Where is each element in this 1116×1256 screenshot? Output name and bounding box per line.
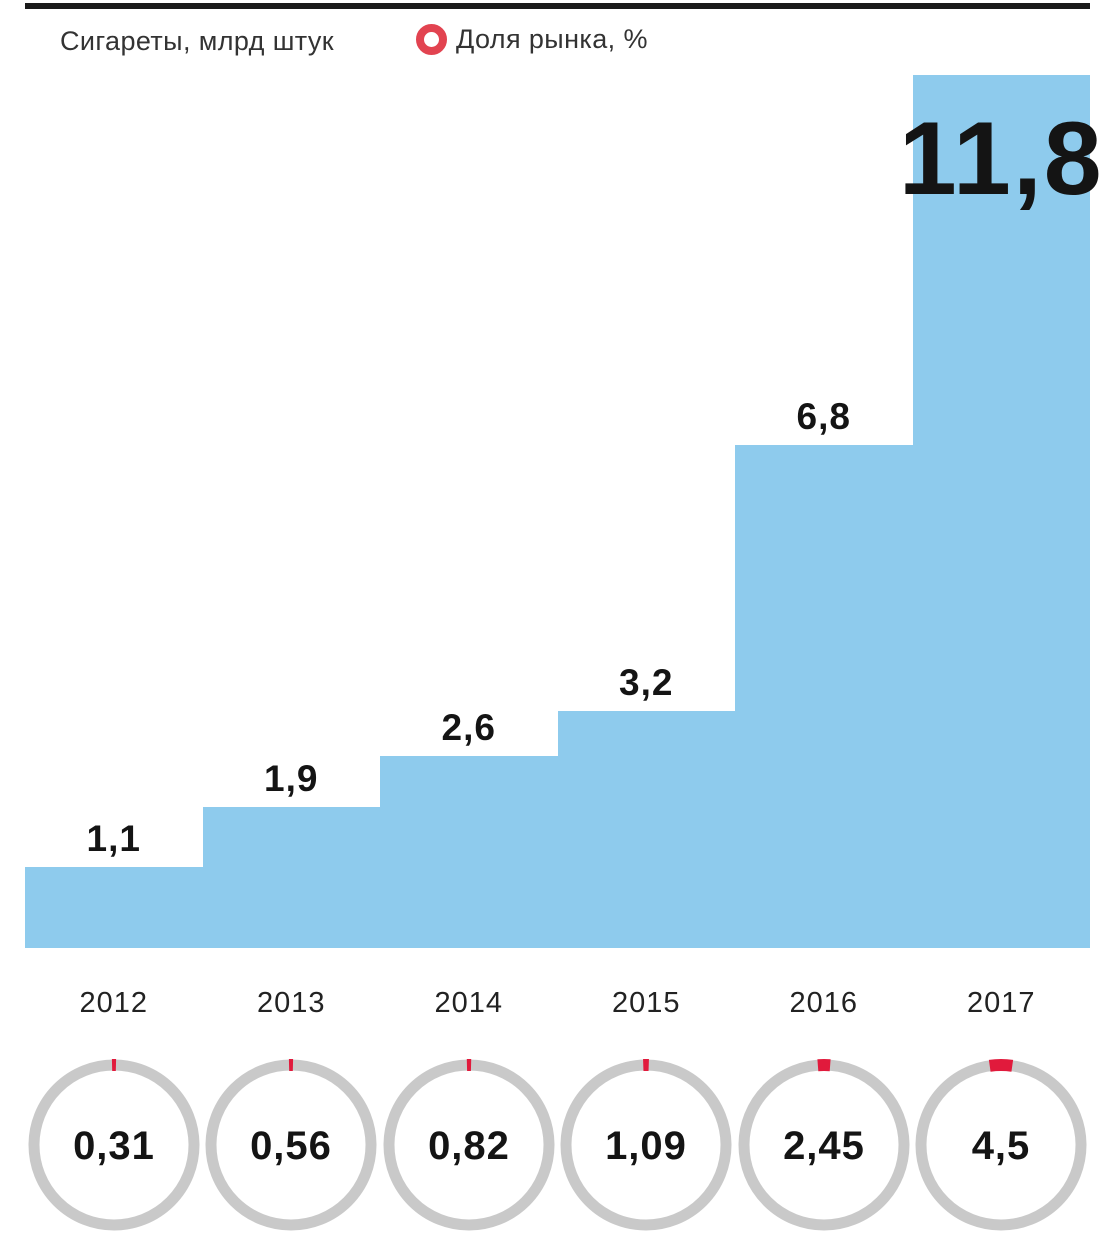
ring-value-label-2016: 2,45: [783, 1124, 865, 1168]
bar-value-label-2016: 6,8: [796, 395, 851, 437]
bar-2017: [912, 75, 1090, 948]
ring-value-label-2012: 0,31: [73, 1124, 155, 1168]
year-label-2013: 2013: [256, 986, 326, 1019]
ring-value-label-2017: 4,5: [972, 1124, 1031, 1168]
ring-red-arc: [989, 1059, 1014, 1072]
bar-2012: [25, 866, 204, 948]
top-rule: [25, 3, 1090, 9]
year-label-2017: 2017: [966, 986, 1036, 1019]
bar-2016: [735, 444, 914, 948]
legend-label-cigarettes: Сигареты, млрд штук: [60, 26, 334, 56]
red-ring-swatch-icon: [416, 24, 447, 55]
blue-square-swatch-icon: [25, 31, 47, 53]
bar-2014: [380, 755, 559, 948]
year-label-2014: 2014: [434, 986, 503, 1019]
ring-value-label-2014: 0,82: [428, 1124, 510, 1168]
market-share-ring-2012: 0,31: [28, 1059, 200, 1231]
market-share-ring-2014: 0,82: [383, 1059, 555, 1231]
legend-label-market-share: Доля рынка, %: [456, 24, 648, 54]
legend-item-market-share: Доля рынка, %: [416, 24, 648, 55]
market-share-ring-2017: 4,5: [915, 1059, 1087, 1231]
bar-value-label-2017: 11,8: [898, 101, 1104, 217]
bar-value-label-2014: 2,6: [441, 706, 496, 748]
ring-value-label-2013: 0,56: [250, 1124, 332, 1168]
legend-item-cigarettes: Сигареты, млрд штук: [25, 26, 334, 57]
year-label-2016: 2016: [789, 986, 858, 1019]
year-label-2012: 2012: [79, 986, 148, 1019]
bar-2015: [557, 711, 736, 948]
ring-value-label-2015: 1,09: [605, 1124, 687, 1168]
year-label-2015: 2015: [611, 986, 681, 1019]
market-share-ring-2015: 1,09: [560, 1059, 732, 1231]
bar-2013: [202, 807, 381, 948]
bar-value-label-2012: 1,1: [86, 817, 141, 859]
market-share-ring-2016: 2,45: [738, 1059, 910, 1231]
bar-value-label-2013: 1,9: [264, 758, 319, 800]
bar-value-label-2015: 3,2: [619, 662, 674, 704]
market-share-ring-2013: 0,56: [205, 1059, 377, 1231]
